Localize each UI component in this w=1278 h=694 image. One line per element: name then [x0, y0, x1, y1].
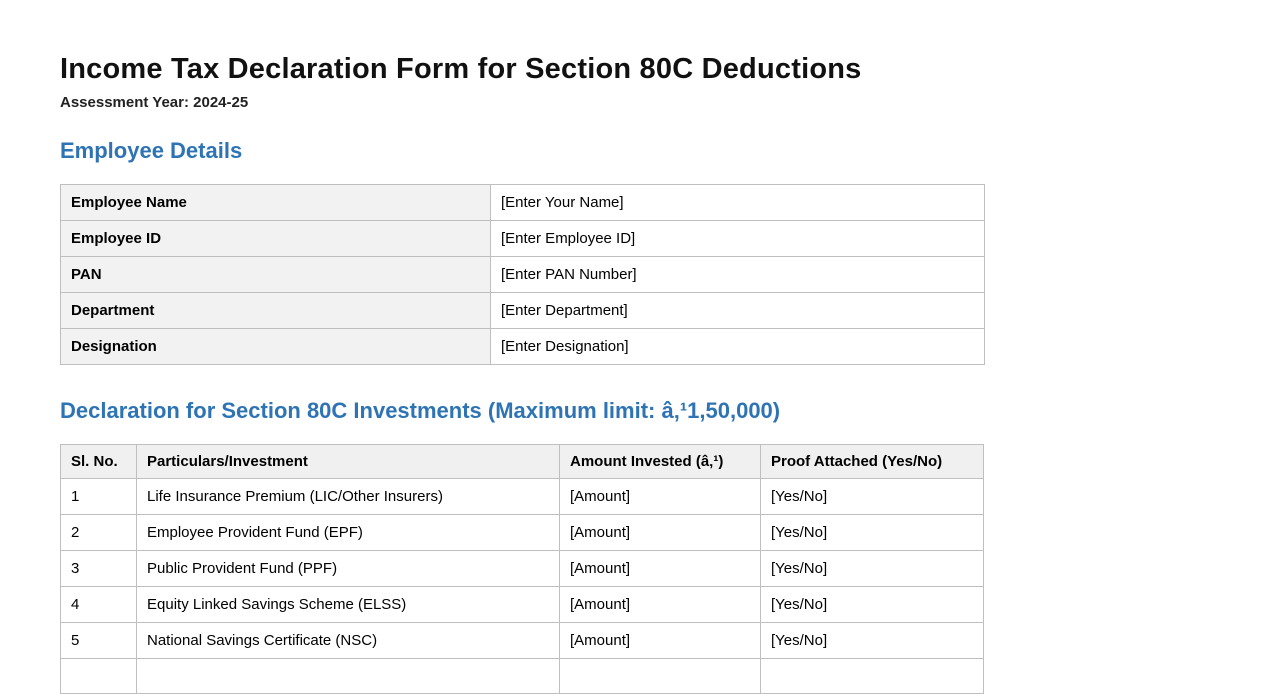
table-row: Department [Enter Department] [60, 292, 985, 330]
cell-sl-no: 5 [60, 622, 137, 660]
cell-amount: [Amount] [559, 622, 761, 660]
row-value-employee-name: [Enter Your Name] [490, 184, 985, 222]
table-row: 3 Public Provident Fund (PPF) [Amount] [… [60, 550, 984, 588]
row-value-department: [Enter Department] [490, 292, 985, 330]
cell-sl-no: 3 [60, 550, 137, 588]
page-title: Income Tax Declaration Form for Section … [60, 53, 862, 85]
column-header-particulars: Particulars/Investment [136, 444, 560, 480]
row-label-pan: PAN [60, 256, 491, 294]
cell-particulars: Employee Provident Fund (EPF) [136, 514, 560, 552]
row-label-employee-id: Employee ID [60, 220, 491, 258]
row-label-employee-name: Employee Name [60, 184, 491, 222]
cell-sl-no [60, 658, 137, 694]
cell-particulars: Life Insurance Premium (LIC/Other Insure… [136, 478, 560, 516]
cell-particulars: Equity Linked Savings Scheme (ELSS) [136, 586, 560, 624]
column-header-sl-no: Sl. No. [60, 444, 137, 480]
cell-amount: [Amount] [559, 514, 761, 552]
row-value-employee-id: [Enter Employee ID] [490, 220, 985, 258]
cell-particulars: National Savings Certificate (NSC) [136, 622, 560, 660]
cell-particulars: Public Provident Fund (PPF) [136, 550, 560, 588]
table-header-row: Sl. No. Particulars/Investment Amount In… [60, 444, 984, 480]
row-label-department: Department [60, 292, 491, 330]
cell-proof: [Yes/No] [760, 514, 984, 552]
table-row: Employee Name [Enter Your Name] [60, 184, 985, 222]
table-row: 4 Equity Linked Savings Scheme (ELSS) [A… [60, 586, 984, 624]
column-header-proof: Proof Attached (Yes/No) [760, 444, 984, 480]
table-row: 5 National Savings Certificate (NSC) [Am… [60, 622, 984, 660]
employee-details-table: Employee Name [Enter Your Name] Employee… [60, 184, 985, 366]
table-row: 1 Life Insurance Premium (LIC/Other Insu… [60, 478, 984, 516]
cell-sl-no: 2 [60, 514, 137, 552]
section-heading-employee-details: Employee Details [60, 137, 243, 163]
cell-sl-no: 4 [60, 586, 137, 624]
row-value-designation: [Enter Designation] [490, 328, 985, 366]
section-heading-declaration: Declaration for Section 80C Investments … [60, 398, 781, 424]
row-value-pan: [Enter PAN Number] [490, 256, 985, 294]
table-row: Employee ID [Enter Employee ID] [60, 220, 985, 258]
cell-amount: [Amount] [559, 550, 761, 588]
cell-proof: [Yes/No] [760, 478, 984, 516]
column-header-amount: Amount Invested (â‚¹) [559, 444, 761, 480]
table-row: 2 Employee Provident Fund (EPF) [Amount]… [60, 514, 984, 552]
cell-amount [559, 658, 761, 694]
cell-sl-no: 1 [60, 478, 137, 516]
table-row: PAN [Enter PAN Number] [60, 256, 985, 294]
table-row: Designation [Enter Designation] [60, 328, 985, 366]
table-row-partial [60, 658, 984, 694]
cell-proof: [Yes/No] [760, 586, 984, 624]
assessment-year-subtitle: Assessment Year: 2024-25 [60, 93, 249, 111]
cell-proof [760, 658, 984, 694]
cell-amount: [Amount] [559, 586, 761, 624]
cell-particulars [136, 658, 560, 694]
cell-amount: [Amount] [559, 478, 761, 516]
investments-table: Sl. No. Particulars/Investment Amount In… [60, 444, 984, 694]
cell-proof: [Yes/No] [760, 550, 984, 588]
cell-proof: [Yes/No] [760, 622, 984, 660]
row-label-designation: Designation [60, 328, 491, 366]
